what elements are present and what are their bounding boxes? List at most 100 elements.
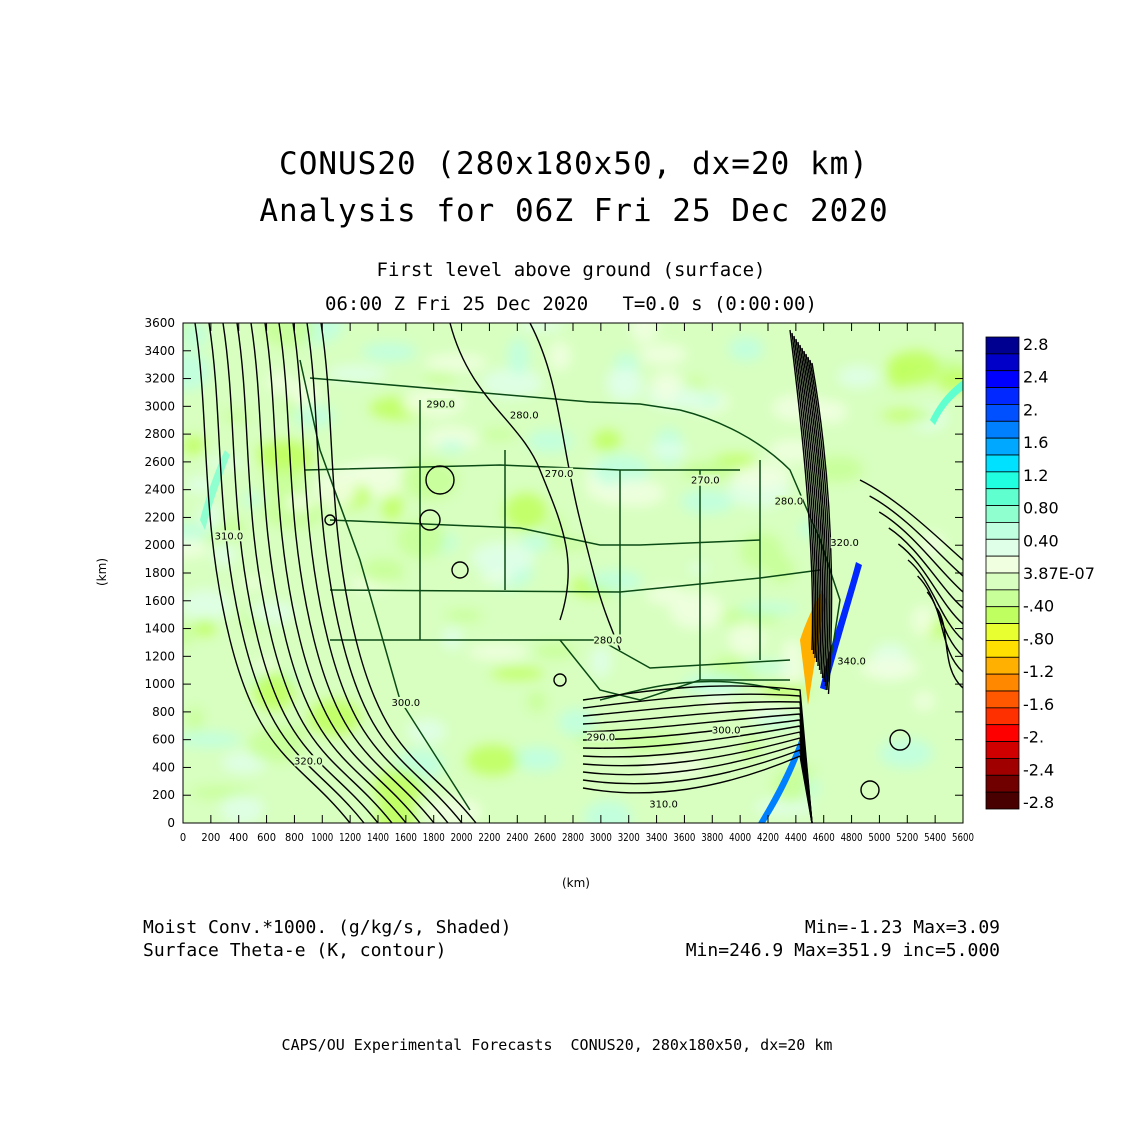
field-patch [680,489,734,514]
contour-label: 320.0 [830,538,859,549]
field-patch [728,622,765,658]
field-patch [183,589,232,621]
contour-label: 300.0 [712,726,741,737]
theta-e-contour [811,362,833,695]
colorbar-swatch [985,404,1020,422]
colorbar-label: 0.80 [1023,499,1059,518]
colorbar-label: 2.4 [1023,368,1048,387]
y-tick-label: 3200 [144,372,175,386]
field-patch [468,643,528,661]
theta-e-contour [451,561,469,579]
field-patch [186,706,204,731]
field-patch [308,699,361,736]
theta-e-contour [936,607,963,689]
colorbar-swatch [985,454,1020,473]
colorbar-swatch [985,724,1020,742]
contour-label-bg [391,696,420,708]
y-tick-label: 2800 [144,427,175,441]
theta-e-contour [250,323,407,823]
colorbar-swatch [985,774,1020,793]
contour-label-bg [545,467,574,479]
x-tick-label: 5000 [868,831,890,844]
theta-e-contour [222,323,379,823]
theta-e-contour [419,509,441,531]
y-axis-label: (km) [95,558,109,586]
colorbar-swatch [985,589,1020,608]
x-tick-label: 4200 [757,831,779,844]
theta-e-contour [860,780,880,800]
theta-e-contour [292,323,449,823]
x-tick-label: 1000 [311,831,333,844]
theta-e-contour [803,350,826,679]
field-patch [728,336,764,361]
x-tick-label: 4400 [785,831,807,844]
title-line-1: CONUS20 (280x180x50, dx=20 km) [279,146,869,182]
theta-e-contour [582,737,813,823]
theta-e-contour [194,323,351,823]
colorbar-label: -.80 [1023,629,1054,648]
field-patch [220,410,252,422]
theta-e-contour [809,359,831,691]
contour-label-bg [691,474,720,486]
field-patch [504,493,548,531]
colorbar-label: 0.40 [1023,531,1059,550]
theta-e-contour [907,559,963,641]
colorbar-swatch [985,656,1020,675]
contour-label-bg [294,755,323,767]
field-patch [590,645,612,678]
field-patch [361,342,418,362]
field-patch [548,341,571,371]
field-patch [688,563,709,574]
contour-label: 280.0 [594,635,623,646]
y-tick-label: 2200 [144,510,175,524]
colorbar-swatch [985,606,1020,624]
y-tick-label: 0 [167,816,175,830]
x-tick-label: 5600 [952,831,974,844]
field-patch [737,602,800,614]
contour-label-bg [426,398,455,410]
theta-e-contour [582,725,813,823]
colorbar-swatch [985,336,1020,355]
theta-e-contour [529,323,621,651]
time-subtitle: 06:00 Z Fri 25 Dec 2020 T=0.0 s (0:00:00… [325,293,817,315]
theta-e-contour [859,479,963,561]
theta-e-contour [791,332,815,655]
theta-e-contour [582,713,813,823]
contour-label: 300.0 [392,698,421,709]
theta-e-contour [320,323,477,823]
y-tick-label: 1200 [144,649,175,663]
colorbar-swatch [985,522,1020,540]
contour-label: 270.0 [691,476,720,487]
contour-label: 280.0 [510,410,539,421]
colorbar-swatch [985,741,1020,759]
theta-e-contour [582,707,813,823]
field-patch [527,690,547,713]
field-patch [289,378,321,408]
field-patch [651,371,683,395]
colorbar-label: -2. [1023,728,1044,747]
x-tick-label: 3200 [618,831,640,844]
x-tick-label: 0 [180,831,186,844]
y-tick-label: 200 [152,788,175,802]
field-patch [527,429,574,453]
field-patch [183,731,242,748]
theta-e-contour [582,701,813,823]
field-patch [630,323,658,344]
contour-label-bg [510,409,539,421]
theta-e-contour [869,495,963,577]
theta-e-contour [208,323,365,823]
y-tick-label: 2600 [144,455,175,469]
field-patch [919,531,945,557]
field-patch [441,626,463,650]
field-patch [373,768,422,808]
y-tick-label: 3000 [144,399,175,413]
x-tick-label: 5400 [924,831,946,844]
x-tick-label: 4600 [813,831,835,844]
x-tick-label: 2400 [506,831,528,844]
field-patch [767,556,796,583]
field-patch [742,660,789,672]
colorbar-swatch [985,488,1020,506]
contour-label: 290.0 [426,399,455,410]
field-patch [248,601,297,625]
theta-e-contour [582,755,813,823]
